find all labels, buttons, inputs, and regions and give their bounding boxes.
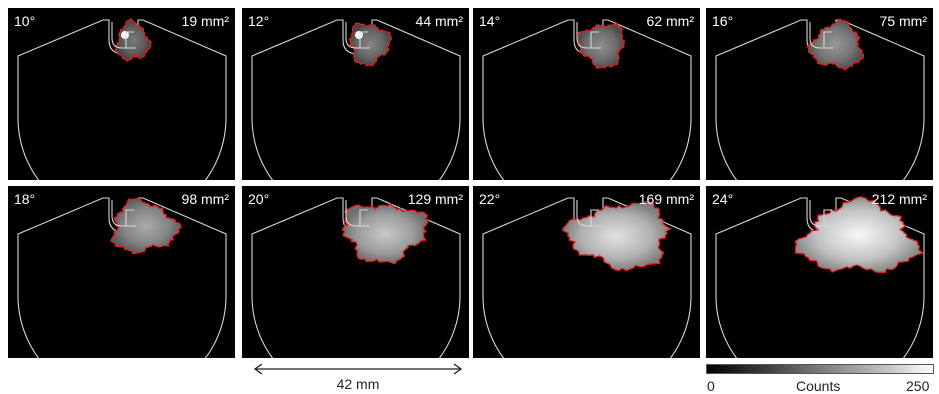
image-panel: 16° 75 mm² — [706, 8, 933, 180]
area-label: 169 mm² — [638, 191, 694, 207]
activity-region — [342, 203, 429, 264]
angle-label: 20° — [248, 191, 270, 207]
angle-label: 24° — [712, 191, 734, 207]
scale-bar-arrow — [253, 363, 463, 375]
area-label: 129 mm² — [407, 191, 463, 207]
image-panel: 20° 129 mm² — [242, 186, 469, 358]
panel-image — [482, 197, 692, 358]
roi-contour — [341, 203, 429, 265]
detector-notch-outline — [576, 22, 601, 49]
field-of-view-outline — [251, 19, 461, 180]
detector-notch-outline — [809, 22, 834, 49]
area-label: 19 mm² — [181, 13, 229, 29]
image-panel: 10° 19 mm² — [8, 8, 235, 180]
panel-image — [17, 17, 227, 180]
roi-contour — [805, 18, 865, 71]
angle-label: 14° — [479, 13, 501, 29]
roi-contour — [114, 17, 152, 63]
image-panel: 18° 98 mm² — [8, 186, 235, 358]
activity-region — [577, 23, 625, 69]
area-label: 75 mm² — [879, 13, 927, 29]
hot-spot — [355, 31, 363, 39]
scale-bar-label: 42 mm — [336, 376, 380, 392]
hot-spot — [121, 31, 129, 39]
angle-label: 12° — [248, 13, 270, 29]
colorbar-min-label: 0 — [707, 378, 715, 394]
angle-label: 16° — [712, 13, 734, 29]
image-panel: 14° 62 mm² — [473, 8, 700, 180]
roi-contour — [561, 201, 672, 272]
detector-notch-outline — [345, 200, 370, 227]
activity-region — [111, 198, 182, 254]
panel-image — [17, 197, 227, 358]
panel-image — [251, 197, 461, 358]
panel-image — [715, 196, 925, 358]
activity-region — [795, 196, 923, 273]
detector-notch-outline — [576, 200, 601, 227]
activity-region — [349, 23, 392, 66]
activity-region — [806, 19, 864, 70]
activity-region — [562, 201, 671, 271]
area-label: 98 mm² — [181, 191, 229, 207]
image-panel: 24° 212 mm² — [706, 186, 933, 358]
panel-image — [715, 18, 925, 180]
colorbar-max-label: 250 — [906, 378, 930, 394]
activity-region — [115, 18, 151, 62]
angle-label: 10° — [14, 13, 36, 29]
angle-label: 22° — [479, 191, 501, 207]
area-label: 44 mm² — [415, 13, 463, 29]
image-panel: 22° 169 mm² — [473, 186, 700, 358]
roi-contour — [794, 196, 924, 274]
panel-image — [482, 19, 692, 180]
area-label: 62 mm² — [646, 13, 694, 29]
panel-image — [251, 19, 461, 180]
image-panel: 12° 44 mm² — [242, 8, 469, 180]
colorbar-title: Counts — [796, 378, 841, 394]
detector-notch-outline — [809, 200, 834, 227]
detector-notch-outline — [111, 22, 136, 49]
detector-notch-outline — [111, 200, 136, 227]
angle-label: 18° — [14, 191, 36, 207]
roi-contour — [348, 22, 393, 67]
detector-notch-outline — [345, 22, 370, 49]
colorbar — [706, 364, 934, 374]
roi-contour — [110, 197, 182, 255]
area-label: 212 mm² — [871, 191, 927, 207]
